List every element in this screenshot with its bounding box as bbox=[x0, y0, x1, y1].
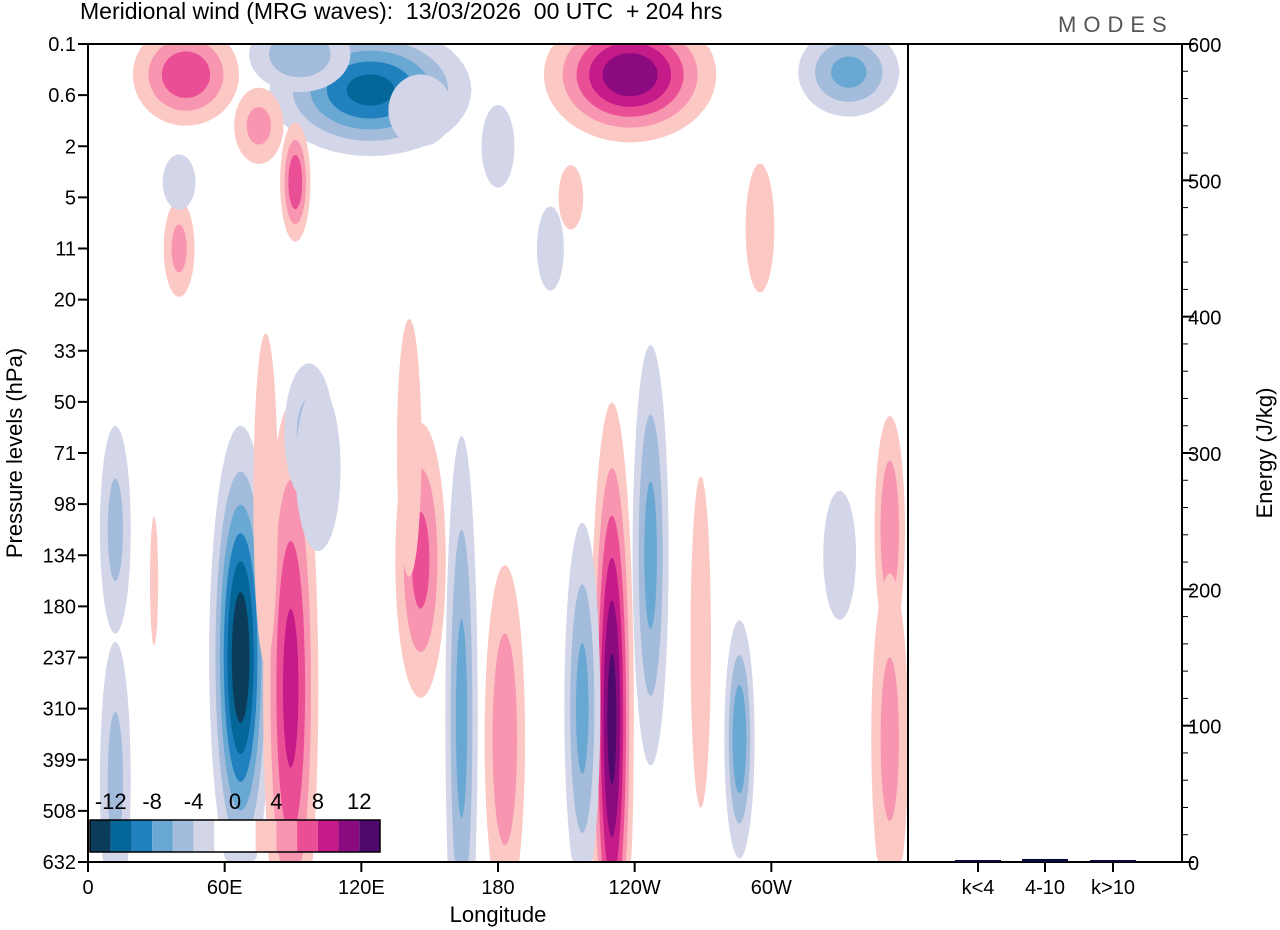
positive-contour-28 bbox=[396, 319, 422, 577]
y-tick-label: 310 bbox=[43, 699, 76, 721]
negative-contour-15 bbox=[346, 74, 395, 106]
energy-category-label: k<4 bbox=[962, 877, 995, 899]
negative-contour-16 bbox=[269, 44, 331, 78]
y-tick-label: 0.6 bbox=[48, 85, 76, 107]
negative-contour-32 bbox=[162, 154, 196, 210]
x-tick-label: 0 bbox=[82, 877, 93, 899]
negative-contour-25 bbox=[537, 206, 564, 291]
energy-tick-label: 300 bbox=[1188, 444, 1221, 466]
negative-contour-11 bbox=[107, 478, 123, 581]
y-tick-label: 20 bbox=[54, 290, 76, 312]
colorbar-tick-label: 0 bbox=[229, 789, 241, 814]
energy-bar-k<4 bbox=[955, 860, 1001, 862]
colorbar-swatch bbox=[297, 820, 318, 852]
y-tick-label: 508 bbox=[43, 801, 76, 823]
y-tick-label: 33 bbox=[54, 341, 76, 363]
y-tick-label: 98 bbox=[54, 494, 76, 516]
y-tick-label: 180 bbox=[43, 596, 76, 618]
positive-contour-21 bbox=[246, 107, 271, 145]
x-tick-label: 120E bbox=[338, 877, 385, 899]
colorbar-swatch bbox=[131, 820, 153, 852]
colorbar-swatch bbox=[152, 820, 173, 852]
energy-tick-label: 600 bbox=[1188, 35, 1221, 57]
y-tick-label: 632 bbox=[43, 852, 76, 874]
energy-axis-label: Energy (J/kg) bbox=[1252, 388, 1277, 519]
positive-contour-14 bbox=[150, 516, 159, 646]
positive-contour-2 bbox=[607, 653, 617, 785]
positive-contour-24 bbox=[745, 163, 775, 293]
positive-contour-20 bbox=[288, 154, 303, 210]
colorbar-swatch bbox=[90, 820, 111, 852]
colorbar-swatch bbox=[214, 820, 235, 852]
negative-contour-30 bbox=[823, 490, 857, 620]
colorbar-swatch bbox=[338, 820, 360, 852]
negative-contour-12 bbox=[107, 711, 123, 849]
positive-contour-10 bbox=[880, 657, 899, 822]
y-tick-label: 0.1 bbox=[48, 34, 76, 56]
colorbar: -12 -8 -4 0 4 8 12 bbox=[89, 789, 381, 853]
colorbar-swatch bbox=[255, 820, 277, 852]
colorbar-tick-label: 8 bbox=[312, 789, 324, 814]
positive-contour-26 bbox=[253, 333, 278, 665]
contour-field bbox=[99, 44, 908, 862]
negative-contour-19 bbox=[831, 56, 867, 88]
x-tick-label: 60W bbox=[751, 877, 792, 899]
x-tick-label: 60E bbox=[207, 877, 243, 899]
positive-contour-6 bbox=[492, 633, 518, 846]
x-tick-label: 180 bbox=[481, 877, 514, 899]
y-tick-label: 399 bbox=[43, 750, 76, 772]
y-tick-label: 11 bbox=[55, 239, 76, 261]
y-tick-label: 5 bbox=[65, 187, 76, 209]
positive-contour-18 bbox=[602, 53, 658, 97]
y-tick-label: 134 bbox=[43, 545, 76, 567]
energy-tick-label: 200 bbox=[1188, 580, 1221, 602]
colorbar-tick-label: 4 bbox=[270, 789, 282, 814]
colorbar-swatch bbox=[359, 820, 380, 852]
axes: 0.1 0.6 2 5 11 20 33 50 71 98 134 180 237 310 399 508 63… bbox=[43, 34, 1222, 899]
y-tick-label: 71 bbox=[54, 443, 76, 465]
positive-contour-1 bbox=[283, 608, 299, 768]
colorbar-swatch bbox=[276, 820, 298, 852]
energy-tick-label: 100 bbox=[1188, 717, 1221, 739]
energy-category-label: k>10 bbox=[1091, 877, 1135, 899]
modes-logo: MODES bbox=[1058, 12, 1174, 37]
y-tick-label: 2 bbox=[65, 136, 76, 158]
chart-title: Meridional wind (MRG waves): 13/03/2026 … bbox=[80, 0, 723, 24]
negative-contour-0 bbox=[231, 592, 250, 723]
positive-contour-23 bbox=[171, 224, 187, 273]
colorbar-tick-label: -8 bbox=[142, 789, 162, 814]
negative-contour-22 bbox=[388, 74, 453, 147]
colorbar-swatch bbox=[172, 820, 194, 852]
energy-bar-k>10 bbox=[1090, 860, 1136, 862]
negative-contour-27 bbox=[295, 385, 341, 552]
energy-tick-label: 500 bbox=[1188, 171, 1221, 193]
energy-tick-label: 0 bbox=[1188, 853, 1199, 875]
colorbar-swatch bbox=[317, 820, 339, 852]
positive-contour-17 bbox=[161, 51, 211, 98]
colorbar-tick-label: -4 bbox=[184, 789, 204, 814]
x-tick-label: 120W bbox=[609, 877, 661, 899]
colorbar-tick-label: -12 bbox=[95, 789, 127, 814]
negative-contour-3 bbox=[576, 643, 589, 774]
negative-contour-8 bbox=[732, 685, 747, 794]
energy-category-label: 4-10 bbox=[1025, 877, 1065, 899]
colorbar-swatch bbox=[110, 820, 132, 852]
y-axis-label: Pressure levels (hPa) bbox=[2, 348, 27, 558]
positive-contour-31 bbox=[558, 165, 584, 230]
y-tick-label: 237 bbox=[43, 648, 76, 670]
colorbar-frame bbox=[89, 819, 381, 853]
x-axis-label: Longitude bbox=[450, 902, 547, 927]
negative-contour-4 bbox=[644, 481, 657, 630]
colorbar-swatch bbox=[193, 820, 215, 852]
colorbar-tick-label: 12 bbox=[347, 789, 371, 814]
positive-contour-9 bbox=[880, 460, 899, 599]
negative-contour-5 bbox=[455, 619, 468, 819]
colorbar-swatch bbox=[235, 820, 256, 852]
y-tick-label: 50 bbox=[54, 392, 76, 414]
energy-bar-4-10 bbox=[1022, 858, 1068, 862]
negative-contour-33 bbox=[481, 104, 515, 188]
positive-contour-29 bbox=[690, 476, 711, 808]
energy-tick-label: 400 bbox=[1188, 308, 1221, 330]
